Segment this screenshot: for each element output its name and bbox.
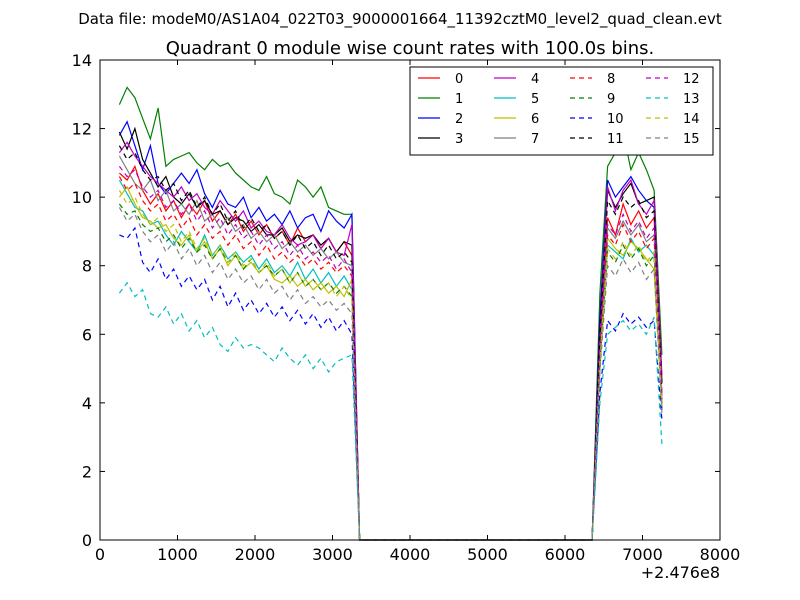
series-line-5 [118, 179, 663, 541]
legend-label-15: 15 [683, 132, 700, 147]
x-tick-label: 0 [95, 545, 105, 564]
y-tick-label: 8 [82, 257, 92, 276]
y-tick-label: 14 [72, 51, 92, 70]
series-line-6 [118, 185, 663, 541]
x-tick-label: 2000 [235, 545, 276, 564]
x-offset-label: +2.476e8 [641, 563, 720, 582]
legend-label-7: 7 [531, 132, 539, 147]
x-tick-label: 6000 [545, 545, 586, 564]
ticks-layer: 0 1000 2000 3000 4000 5000 6000 7000 80000246810… [72, 51, 741, 564]
series-line-14 [118, 190, 663, 541]
series-line-12 [118, 165, 663, 541]
chart-title: Quadrant 0 module wise count rates with … [166, 38, 655, 59]
y-tick-label: 0 [82, 531, 92, 550]
series-line-13 [118, 281, 663, 541]
legend-label-10: 10 [607, 112, 624, 127]
legend-label-13: 13 [683, 92, 700, 107]
legend-label-3: 3 [455, 132, 463, 147]
legend-label-1: 1 [455, 92, 463, 107]
x-tick-label: 4000 [390, 545, 431, 564]
y-tick-label: 10 [72, 188, 92, 207]
series-line-3 [118, 126, 663, 541]
series-layer [118, 86, 663, 541]
legend-label-14: 14 [683, 112, 700, 127]
series-line-0 [118, 164, 663, 541]
y-tick-label: 4 [82, 394, 92, 413]
legend-label-11: 11 [607, 132, 624, 147]
chart-suptitle: Data file: modeM0/AS1A04_022T03_90000016… [78, 10, 722, 29]
y-tick-label: 2 [82, 462, 92, 481]
legend-label-5: 5 [531, 92, 539, 107]
legend-label-0: 0 [455, 72, 463, 87]
legend-label-12: 12 [683, 72, 700, 87]
legend-box [409, 66, 714, 156]
legend-label-9: 9 [607, 92, 615, 107]
y-tick-label: 6 [82, 325, 92, 344]
series-line-15 [118, 207, 663, 541]
legend-label-2: 2 [455, 112, 463, 127]
series-line-8 [118, 176, 663, 541]
x-tick-label: 5000 [467, 545, 508, 564]
legend-label-4: 4 [531, 72, 539, 87]
series-line-11 [118, 145, 663, 541]
x-tick-label: 7000 [622, 545, 663, 564]
legend-label-8: 8 [607, 72, 615, 87]
series-line-4 [118, 141, 663, 541]
series-line-10 [119, 226, 663, 541]
series-line-2 [118, 120, 663, 541]
y-tick-label: 12 [72, 120, 92, 139]
series-line-1 [118, 86, 663, 541]
series-line-9 [118, 203, 663, 541]
x-tick-label: 8000 [700, 545, 741, 564]
legend-label-6: 6 [531, 112, 539, 127]
x-tick-label: 1000 [157, 545, 198, 564]
x-tick-label: 3000 [312, 545, 353, 564]
series-line-7 [118, 155, 663, 541]
plot-frame [99, 59, 721, 541]
